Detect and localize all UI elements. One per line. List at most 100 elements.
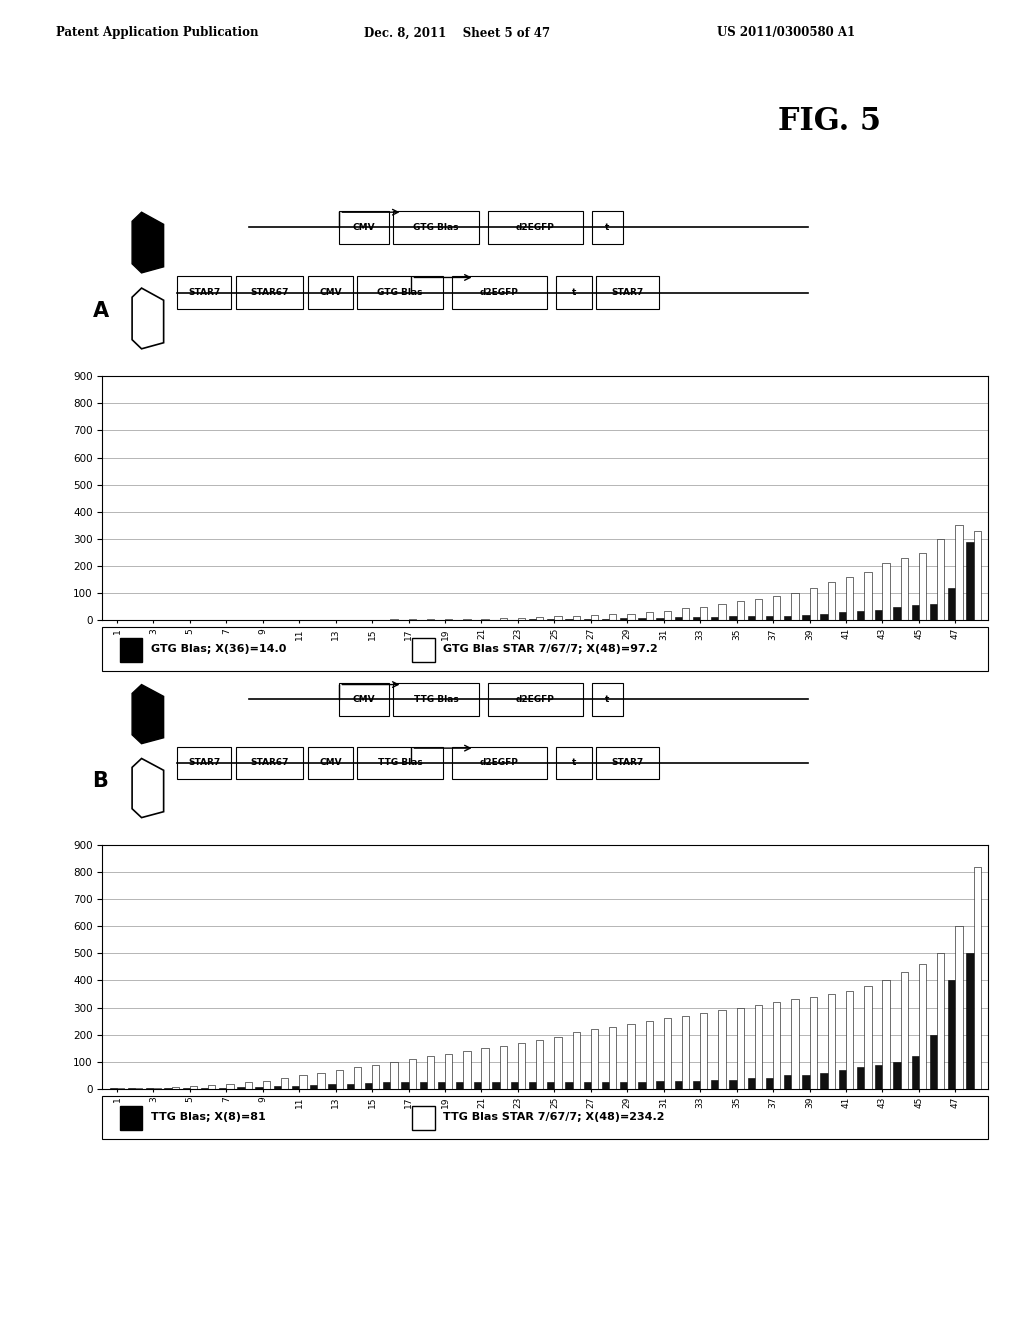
Bar — [839, 1071, 846, 1089]
Text: GTG Blas STAR 7/67/7; X(48)=97.2: GTG Blas STAR 7/67/7; X(48)=97.2 — [443, 644, 658, 653]
Text: STAR7: STAR7 — [188, 288, 220, 297]
Bar — [802, 1076, 810, 1089]
Text: A: A — [92, 301, 109, 321]
Bar — [736, 602, 744, 620]
Bar — [755, 1005, 762, 1089]
Text: B: B — [92, 771, 109, 791]
Text: GTG Blas: GTG Blas — [414, 223, 459, 232]
Text: TTG Blas STAR 7/67/7; X(48)=234.2: TTG Blas STAR 7/67/7; X(48)=234.2 — [443, 1113, 665, 1122]
Bar — [245, 1082, 252, 1089]
Bar — [827, 994, 835, 1089]
Bar — [864, 572, 871, 620]
Bar — [393, 682, 479, 715]
Bar — [481, 619, 488, 620]
Bar — [554, 1038, 562, 1089]
Bar — [755, 599, 762, 620]
Bar — [711, 1080, 719, 1089]
Bar — [308, 276, 353, 309]
Bar — [736, 1007, 744, 1089]
Bar — [700, 1012, 708, 1089]
Bar — [955, 927, 963, 1089]
Bar — [572, 615, 580, 620]
Bar — [846, 577, 853, 620]
Bar — [299, 1076, 306, 1089]
Bar — [719, 605, 726, 620]
Bar — [748, 1078, 755, 1089]
Bar — [500, 618, 507, 620]
Bar — [955, 525, 963, 620]
Bar — [528, 1082, 537, 1089]
Bar — [518, 618, 525, 620]
Bar — [766, 616, 773, 620]
Bar — [456, 1082, 463, 1089]
Bar — [592, 682, 624, 715]
Bar — [729, 1080, 736, 1089]
Bar — [919, 964, 926, 1089]
Text: t: t — [571, 288, 575, 297]
Text: CMV: CMV — [353, 694, 376, 704]
Bar — [719, 1010, 726, 1089]
Bar — [329, 1084, 336, 1089]
Bar — [675, 618, 682, 620]
Bar — [308, 747, 353, 779]
Bar — [413, 1106, 434, 1130]
Bar — [317, 1073, 325, 1089]
Bar — [602, 1082, 609, 1089]
Text: TTG Blas: TTG Blas — [414, 694, 459, 704]
Bar — [500, 1045, 507, 1089]
Text: t: t — [605, 223, 609, 232]
Bar — [773, 597, 780, 620]
Bar — [177, 276, 231, 309]
Polygon shape — [132, 288, 164, 348]
Bar — [839, 612, 846, 620]
Bar — [556, 747, 592, 779]
Bar — [437, 1082, 445, 1089]
Bar — [591, 615, 598, 620]
Bar — [711, 616, 719, 620]
Bar — [937, 953, 944, 1089]
Bar — [948, 587, 955, 620]
Bar — [390, 1061, 397, 1089]
Bar — [336, 1071, 343, 1089]
Bar — [974, 531, 981, 620]
Text: CMV: CMV — [319, 759, 342, 767]
Bar — [930, 1035, 937, 1089]
Bar — [664, 611, 671, 620]
Bar — [827, 582, 835, 620]
Bar — [219, 1088, 226, 1089]
Bar — [883, 564, 890, 620]
Bar — [948, 981, 955, 1089]
Bar — [273, 1086, 281, 1089]
Bar — [427, 1056, 434, 1089]
Bar — [729, 616, 736, 620]
Bar — [693, 616, 700, 620]
Text: t: t — [571, 759, 575, 767]
Bar — [554, 616, 562, 620]
Bar — [463, 1051, 471, 1089]
Bar — [911, 1056, 919, 1089]
Bar — [474, 1082, 481, 1089]
Bar — [463, 619, 471, 620]
Bar — [189, 1086, 198, 1089]
Text: CMV: CMV — [353, 223, 376, 232]
Bar — [645, 1022, 653, 1089]
Bar — [584, 619, 591, 620]
Bar — [488, 682, 583, 715]
Bar — [420, 1082, 427, 1089]
Bar — [620, 618, 628, 620]
Bar — [857, 611, 864, 620]
Bar — [256, 1086, 263, 1089]
Bar — [911, 606, 919, 620]
Polygon shape — [132, 213, 164, 273]
Bar — [372, 1064, 380, 1089]
Bar — [445, 619, 453, 620]
Bar — [919, 553, 926, 620]
Bar — [354, 1068, 361, 1089]
Bar — [565, 1082, 572, 1089]
Bar — [901, 973, 908, 1089]
Bar — [700, 607, 708, 620]
Text: Dec. 8, 2011    Sheet 5 of 47: Dec. 8, 2011 Sheet 5 of 47 — [364, 26, 550, 40]
Bar — [766, 1078, 773, 1089]
Bar — [792, 593, 799, 620]
Bar — [177, 747, 231, 779]
